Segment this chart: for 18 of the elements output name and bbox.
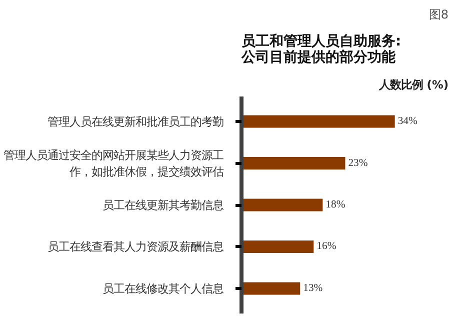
chart-title: 员工和管理人员自助服务: 公司目前提供的部分功能 <box>240 34 402 66</box>
data-label: 18% <box>326 200 346 210</box>
bar <box>242 282 300 295</box>
data-label: 13% <box>303 282 323 294</box>
data-label: 23% <box>348 158 368 169</box>
y-tick-label: 管理人员在线更新和批准员工的考勤 <box>48 114 224 129</box>
y-tick-label: 员工在线查看其人力资源及薪酬信息 <box>48 240 224 254</box>
y-tick-label: 管理人员通过安全的网站开展某些人力资源工作，如批准休假，提交绩效评估 <box>4 148 224 179</box>
bar <box>242 157 346 170</box>
caption: 图8 <box>428 8 449 22</box>
bar <box>242 198 323 212</box>
data-label: 34% <box>398 116 418 128</box>
bar <box>242 240 314 253</box>
bar <box>242 115 395 128</box>
x-axis-title: 人数比例 (%) <box>378 78 449 92</box>
data-label: 16% <box>316 241 336 252</box>
y-tick-label: 员工在线更新其考勤信息 <box>102 198 224 212</box>
y-tick-label: 员工在线修改其个人信息 <box>102 281 224 296</box>
